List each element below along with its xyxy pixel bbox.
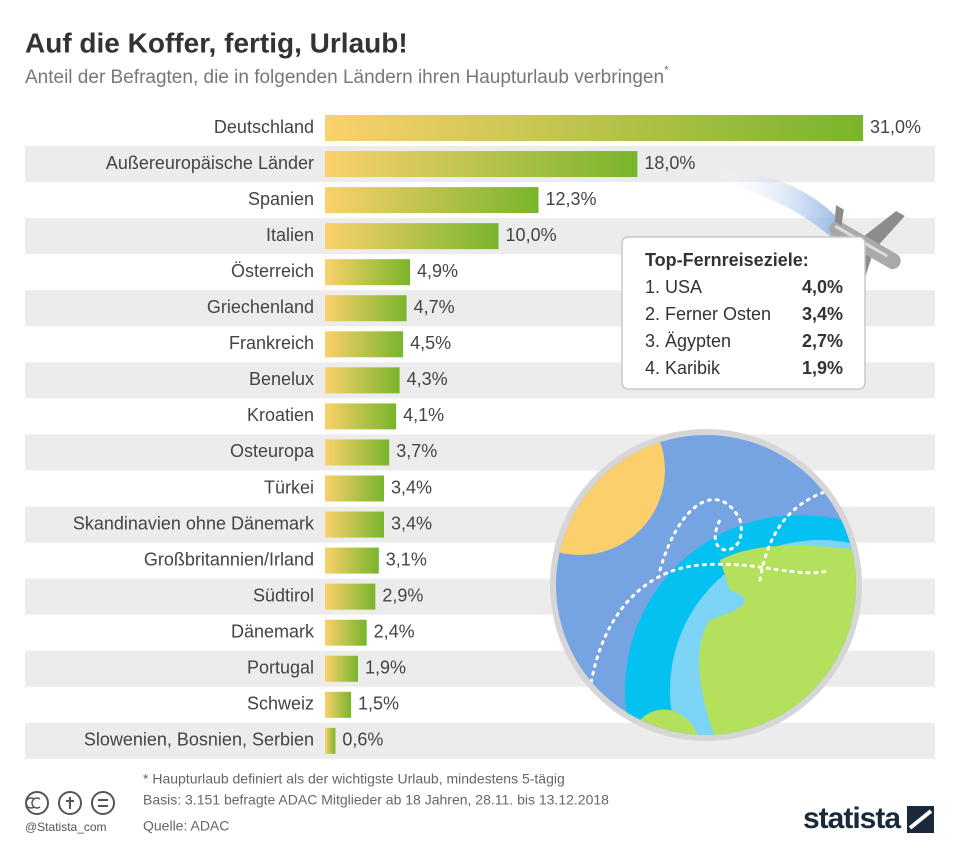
globe: [550, 429, 862, 741]
category-label: Außereuropäische Länder: [106, 153, 314, 173]
chart-subtitle: Anteil der Befragten, die in folgenden L…: [25, 63, 669, 88]
value-label: 4,7%: [414, 297, 455, 317]
value-label: 3,1%: [386, 549, 427, 569]
bar: [325, 727, 336, 754]
inset-destination: 3. Ägypten: [645, 331, 731, 351]
bar: [325, 403, 397, 430]
inset-share: 3,4%: [802, 304, 843, 324]
value-label: 2,4%: [374, 621, 415, 641]
value-label: 1,9%: [365, 658, 406, 678]
bar: [325, 331, 404, 358]
footnote: * Haupturlaub definiert als der wichtigs…: [143, 771, 565, 787]
category-label: Kroatien: [247, 405, 314, 425]
bars: Deutschland 31,0% Außereuropäische Länder 1…: [73, 115, 921, 754]
inset-share: 2,7%: [802, 331, 843, 351]
category-label: Italien: [266, 225, 314, 245]
category-label: Dänemark: [231, 621, 315, 641]
bar: [325, 187, 539, 214]
category-label: Deutschland: [214, 117, 314, 137]
social-handle: @Statista_com: [25, 820, 107, 834]
bar: [325, 655, 358, 682]
bar: [325, 619, 367, 646]
inset-destination: 4. Karibik: [645, 358, 721, 378]
value-label: 12,3%: [545, 189, 596, 209]
bar: [325, 259, 411, 286]
inset-share: 1,9%: [802, 358, 843, 378]
bar: [325, 223, 499, 250]
inset-frame: [621, 236, 866, 390]
inset-destination: 1. USA: [645, 277, 702, 297]
bar: [325, 511, 385, 538]
category-label: Südtirol: [253, 585, 314, 605]
value-label: 4,1%: [403, 405, 444, 425]
value-label: 3,7%: [396, 441, 437, 461]
category-label: Skandinavien ohne Dänemark: [73, 513, 315, 533]
row-band: [25, 722, 935, 759]
category-label: Griechenland: [207, 297, 314, 317]
value-label: 18,0%: [644, 153, 695, 173]
category-label: Slowenien, Bosnien, Serbien: [84, 730, 314, 750]
brand-logo: statista: [803, 802, 901, 835]
bar: [325, 295, 407, 322]
bar: [325, 691, 352, 718]
bar: [325, 151, 638, 178]
bar: [325, 115, 863, 141]
category-label: Schweiz: [247, 694, 314, 714]
value-label: 31,0%: [870, 117, 921, 137]
source-note: Quelle: ADAC: [143, 818, 229, 834]
value-label: 3,4%: [391, 477, 432, 497]
value-label: 4,9%: [417, 261, 458, 281]
category-label: Osteuropa: [230, 441, 315, 461]
value-label: 0,6%: [342, 730, 383, 750]
brand-icon: [907, 806, 934, 833]
flight-swoosh: [715, 170, 855, 250]
value-label: 10,0%: [506, 225, 557, 245]
inset-share: 4,0%: [802, 277, 843, 297]
category-label: Frankreich: [229, 333, 314, 353]
chart-title: Auf die Koffer, fertig, Urlaub!: [25, 27, 408, 58]
bar: [325, 367, 400, 394]
basis-note: Basis: 3.151 befragte ADAC Mitglieder ab…: [143, 792, 609, 808]
value-label: 4,5%: [410, 333, 451, 353]
license-icons: [25, 791, 115, 815]
inset-destination: 2. Ferner Osten: [645, 304, 771, 324]
bar: [325, 547, 379, 574]
bar: [325, 475, 385, 502]
category-label: Benelux: [249, 369, 314, 389]
bar: [325, 439, 390, 466]
category-label: Großbritannien/Irland: [144, 549, 314, 569]
value-label: 3,4%: [391, 513, 432, 533]
inset-rows: 1. USA 4,0% 2. Ferner Osten 3,4% 3. Ägypten 2…: [645, 277, 843, 378]
category-label: Spanien: [248, 189, 314, 209]
inset-title: Top-Fernreiseziele:: [645, 250, 809, 270]
subtitle-mark: *: [664, 63, 669, 77]
value-label: 2,9%: [382, 585, 423, 605]
category-label: Portugal: [247, 658, 314, 678]
category-label: Türkei: [264, 477, 314, 497]
inset-box: Top-Fernreiseziele: 1. USA 4,0% 2. Ferner …: [621, 236, 866, 390]
subtitle-text: Anteil der Befragten, die in folgenden L…: [25, 67, 664, 88]
bar: [325, 583, 376, 610]
category-label: Österreich: [231, 261, 314, 281]
value-label: 1,5%: [358, 694, 399, 714]
value-label: 4,3%: [407, 369, 448, 389]
